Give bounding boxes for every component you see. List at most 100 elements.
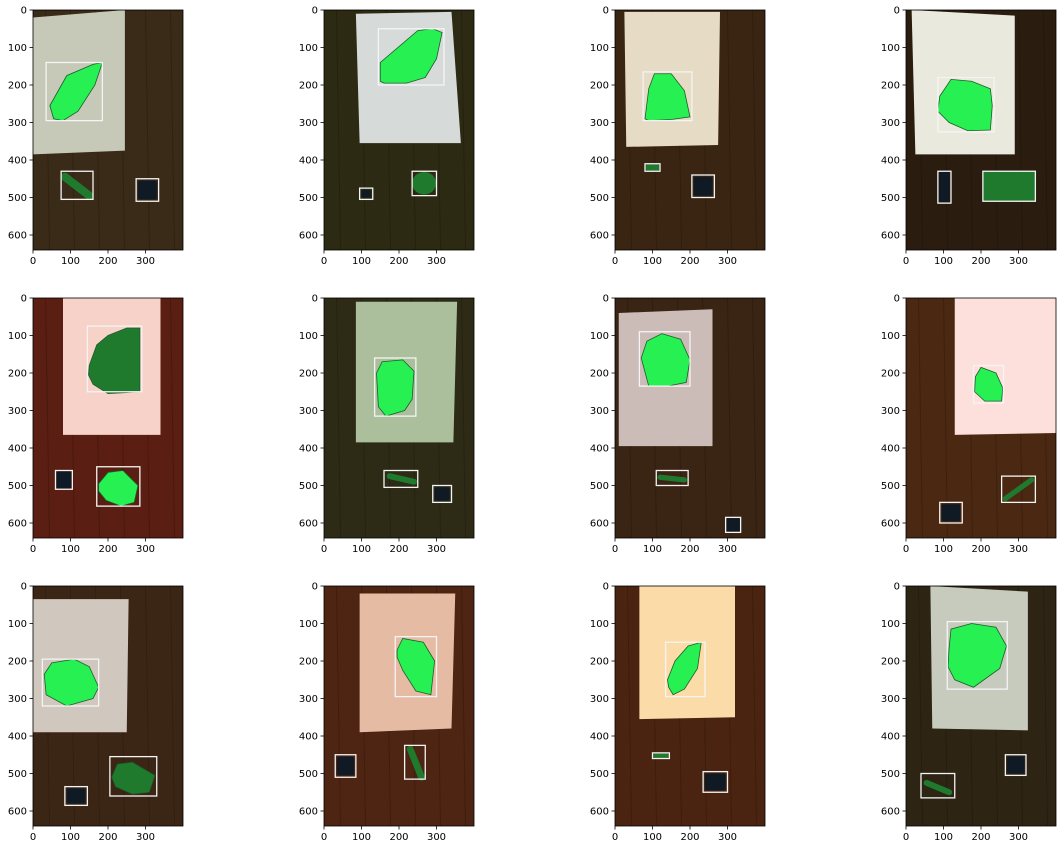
leaf-stem-mask [60, 172, 94, 200]
x-tick-label: 100 [352, 256, 371, 267]
leaf-large-mask [947, 623, 1007, 688]
x-tick-label: 0 [903, 256, 909, 267]
wood-grain [461, 297, 466, 539]
y-tick-label: 600 [299, 807, 318, 818]
coin-region [138, 180, 157, 200]
y-tick-label: 500 [881, 193, 900, 204]
wood-grain [45, 297, 50, 539]
wood-grain [336, 9, 341, 251]
bounding-box [394, 635, 438, 698]
wood-grain [1018, 9, 1023, 251]
x-tick-label: 0 [903, 832, 909, 843]
bounding-box [724, 516, 742, 534]
coin-region [66, 788, 86, 804]
y-tick-label: 400 [299, 444, 318, 455]
y-tick-label: 600 [299, 231, 318, 242]
coin-region [941, 504, 961, 522]
x-tick-label: 100 [643, 832, 662, 843]
y-tick-label: 300 [881, 694, 900, 705]
y-tick-label: 200 [590, 81, 609, 92]
y-tick-label: 300 [590, 118, 609, 129]
x-tick-label: 300 [136, 832, 155, 843]
coin-region [693, 176, 713, 196]
coin-region [939, 172, 950, 202]
bounding-box [432, 484, 453, 504]
wood-grain [461, 9, 466, 251]
x-tick-label: 100 [61, 832, 80, 843]
x-tick-label: 0 [30, 544, 36, 555]
x-tick-label: 300 [718, 544, 737, 555]
y-tick-label: 300 [299, 406, 318, 417]
wood-grain [170, 9, 175, 251]
x-tick-label: 200 [680, 544, 699, 555]
x-tick-label: 300 [427, 544, 446, 555]
leaf-large-mask [49, 61, 103, 122]
wood-grain [752, 9, 757, 251]
coin-region [56, 471, 72, 489]
y-tick-label: 600 [299, 519, 318, 530]
leaf-stem-mask [406, 745, 425, 781]
x-tick-label: 200 [971, 544, 990, 555]
wood-grain [727, 297, 732, 539]
x-tick-label: 0 [321, 544, 327, 555]
bounding-box [651, 752, 671, 760]
bounding-box [377, 28, 445, 86]
wood-grain [627, 585, 632, 827]
y-tick-label: 100 [590, 331, 609, 342]
y-tick-label: 500 [299, 481, 318, 492]
bounding-box [946, 620, 1008, 690]
y-tick-label: 100 [299, 619, 318, 630]
bounding-box [920, 772, 956, 799]
coin-region [337, 756, 354, 776]
y-tick-label: 200 [590, 369, 609, 380]
bounding-box [1000, 475, 1037, 504]
bounding-box [642, 71, 693, 122]
bounding-box [655, 469, 689, 487]
image-panel-10: 0 100 200 300 400 500 600 0 100 200 300 [299, 582, 475, 843]
y-tick-label: 0 [21, 582, 27, 593]
bounding-box [664, 641, 706, 698]
x-tick-label: 300 [718, 832, 737, 843]
coin-region [726, 518, 740, 532]
y-tick-label: 0 [603, 582, 609, 593]
leaf-large-mask [376, 359, 415, 417]
y-tick-label: 500 [8, 769, 27, 780]
x-tick-label: 200 [680, 256, 699, 267]
bounding-box [982, 170, 1037, 202]
leaf-stem-region [653, 753, 669, 758]
x-tick-label: 0 [30, 832, 36, 843]
bounding-box [644, 163, 661, 172]
bounding-box [383, 469, 419, 489]
leaf-small-mask [98, 470, 139, 507]
y-tick-label: 500 [590, 481, 609, 492]
leaf-large-mask [937, 78, 993, 132]
x-tick-label: 100 [61, 256, 80, 267]
image-panel-2: 0 100 200 300 400 500 600 0 100 200 300 [299, 6, 475, 267]
y-tick-label: 100 [590, 43, 609, 54]
y-tick-label: 0 [21, 294, 27, 305]
y-tick-label: 600 [8, 519, 27, 530]
y-tick-label: 100 [881, 619, 900, 630]
y-tick-label: 0 [894, 294, 900, 305]
x-tick-label: 300 [718, 256, 737, 267]
leaf-stem-mask [657, 474, 687, 483]
y-tick-label: 200 [8, 81, 27, 92]
x-tick-label: 200 [389, 544, 408, 555]
x-tick-label: 300 [1009, 832, 1028, 843]
y-tick-label: 0 [312, 294, 318, 305]
wood-grain [752, 297, 757, 539]
x-tick-label: 0 [321, 256, 327, 267]
coin-region [434, 487, 450, 501]
y-tick-label: 200 [881, 81, 900, 92]
y-tick-label: 100 [590, 619, 609, 630]
y-tick-label: 0 [603, 294, 609, 305]
x-tick-label: 0 [612, 832, 618, 843]
x-tick-label: 300 [1009, 544, 1028, 555]
leaf-stem-mask [923, 779, 953, 796]
x-tick-label: 200 [98, 256, 117, 267]
wood-grain [752, 585, 757, 827]
wood-grain [918, 585, 923, 827]
y-tick-label: 300 [299, 694, 318, 705]
x-tick-label: 100 [352, 544, 371, 555]
